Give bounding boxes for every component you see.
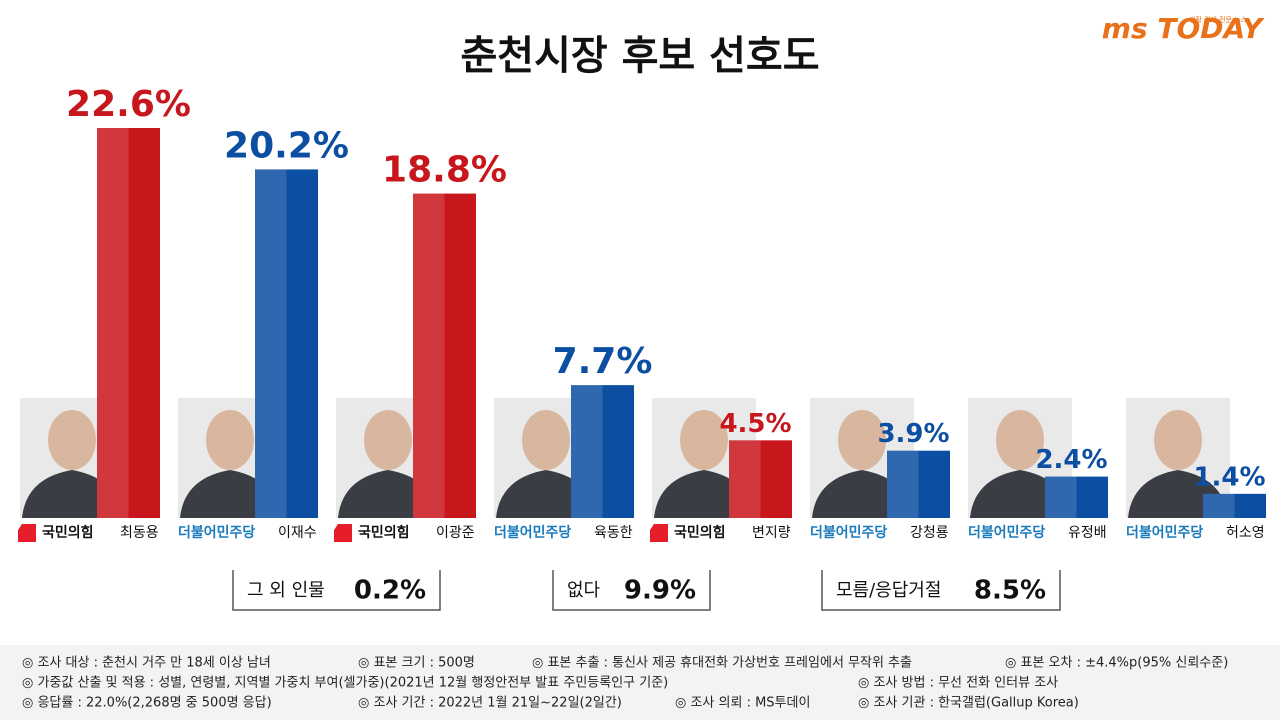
note: ◎ 조사 기관 : 한국갤럽(Gallup Korea) <box>858 696 1079 711</box>
answer-box <box>552 570 711 611</box>
candidate-name: 이재수 <box>278 525 317 541</box>
party-label: 더불어민주당 <box>810 524 887 541</box>
answer-value: 9.9% <box>624 576 696 606</box>
logo-tagline: 생활 경제 전문 뉴스 <box>1189 15 1248 24</box>
candidate-name: 강청룡 <box>910 525 949 541</box>
value-label: 2.4% <box>1035 445 1107 475</box>
footer-bg <box>0 645 1280 720</box>
note: ◎ 표본 오차 : ±4.4%p(95% 신뢰수준) <box>1005 656 1228 671</box>
bar <box>413 193 476 518</box>
note: ◎ 표본 추출 : 통신사 제공 휴대전화 가상번호 프레임에서 무작위 추출 <box>532 656 912 671</box>
answer-value: 0.2% <box>354 576 426 606</box>
photo-head <box>522 410 570 470</box>
value-label: 1.4% <box>1193 462 1265 492</box>
candidate-name: 육동한 <box>594 525 633 541</box>
bar <box>1045 476 1108 518</box>
bar-shade <box>1203 493 1235 518</box>
note: ◎ 조사 의뢰 : MS투데이 <box>675 696 810 711</box>
party-label: 더불어민주당 <box>968 524 1045 541</box>
party-label: 더불어민주당 <box>494 524 571 541</box>
note: ◎ 조사 기간 : 2022년 1월 21일~22일(2일간) <box>358 696 622 711</box>
value-label: 3.9% <box>877 419 949 449</box>
photo-head <box>206 410 254 470</box>
value-label: 4.5% <box>719 409 791 439</box>
party-icon <box>334 524 352 542</box>
answer-label: 모름/응답거절 <box>836 580 941 601</box>
candidate-name: 허소영 <box>1226 525 1265 541</box>
bar <box>729 440 792 518</box>
bar-shade <box>571 385 603 518</box>
value-label: 22.6% <box>66 84 191 125</box>
party-label: 국민의힘 <box>674 524 726 541</box>
logo: ms TODAY <box>1102 12 1265 45</box>
bar <box>571 385 634 518</box>
candidate-name: 이광준 <box>436 525 475 541</box>
party-icon <box>18 524 36 542</box>
party-label: 국민의힘 <box>42 524 94 541</box>
bar-shade <box>1045 476 1077 518</box>
value-label: 7.7% <box>553 341 653 382</box>
photo-head <box>364 410 412 470</box>
note: ◎ 가중값 산출 및 적용 : 성별, 연령별, 지역별 가중치 부여(셀가중)… <box>22 675 668 691</box>
photo-head <box>996 410 1044 470</box>
bar-shade <box>413 193 445 518</box>
photo-head <box>838 410 886 470</box>
bar-shade <box>887 450 919 518</box>
answer-label: 없다 <box>567 580 601 601</box>
candidate-name: 변지량 <box>752 525 791 541</box>
party-label: 더불어민주당 <box>178 524 255 541</box>
note: ◎ 조사 대상 : 춘천시 거주 만 18세 이상 남녀 <box>22 656 271 671</box>
candidate-name: 최동용 <box>120 525 159 541</box>
photo-head <box>1154 410 1202 470</box>
party-label: 더불어민주당 <box>1126 524 1203 541</box>
note: ◎ 조사 방법 : 무선 전화 인터뷰 조사 <box>858 676 1058 691</box>
party-icon <box>650 524 668 542</box>
bar <box>97 128 160 518</box>
bar <box>255 169 318 518</box>
bar <box>887 450 950 518</box>
answer-box <box>232 570 441 611</box>
note: ◎ 표본 크기 : 500명 <box>358 656 475 671</box>
chart-title: 춘천시장 후보 선호도 <box>460 33 819 79</box>
value-label: 20.2% <box>224 125 349 166</box>
answer-label: 그 외 인물 <box>247 580 325 601</box>
photo-head <box>680 410 728 470</box>
value-label: 18.8% <box>382 150 507 191</box>
candidate-name: 유정배 <box>1068 525 1107 541</box>
answer-value: 8.5% <box>974 576 1046 606</box>
note: ◎ 응답률 : 22.0%(2,268명 중 500명 응답) <box>22 696 272 711</box>
party-label: 국민의힘 <box>358 524 410 541</box>
photo-head <box>48 410 96 470</box>
bar-shade <box>97 128 129 518</box>
bar-shade <box>729 440 761 518</box>
bar-shade <box>255 169 287 518</box>
bar <box>1203 493 1266 518</box>
answer-box <box>821 570 1061 611</box>
